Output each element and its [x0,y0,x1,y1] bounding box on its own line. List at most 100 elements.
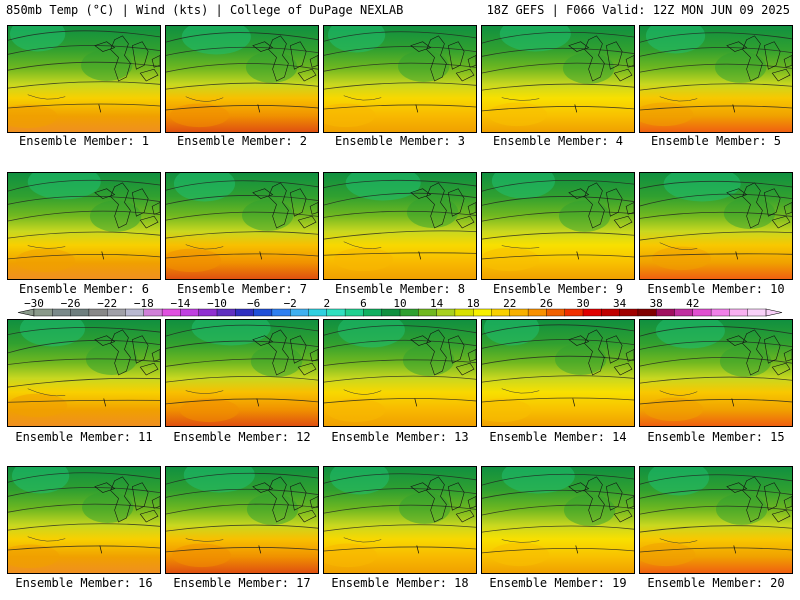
colorbar-swatch [454,308,474,317]
colorbar-tick-label: 6 [360,297,367,310]
ensemble-member-label: Ensemble Member: 6 [18,282,150,296]
ensemble-map-panel [7,25,161,133]
temperature-map [640,320,792,426]
colorbar-tick-label: 14 [430,297,444,310]
ensemble-member-label: Ensemble Member: 15 [647,430,785,444]
colorbar-swatch [198,308,218,317]
ensemble-member-label: Ensemble Member: 19 [489,576,627,590]
ensemble-member-label: Ensemble Member: 8 [334,282,466,296]
colorbar-swatch [88,308,108,317]
colorbar-swatch [326,308,346,317]
colorbar-swatch [692,308,712,317]
temperature-colorbar: −30 −26 −22 −18 −14 −10 −6 −2 2 6 10 14 18 22 26 30 34 38… [17,297,783,317]
colorbar-swatch [235,308,255,317]
colorbar-tick-label: −30 [24,297,44,310]
ensemble-member-label: Ensemble Member: 20 [647,576,785,590]
ensemble-member-label: Ensemble Member: 2 [176,134,308,148]
temperature-map [324,173,476,279]
colorbar-tick-label: 2 [323,297,330,310]
ensemble-member-label: Ensemble Member: 18 [331,576,469,590]
temperature-map [324,467,476,573]
ensemble-map-panel [323,172,477,280]
ensemble-map-panel [639,25,793,133]
colorbar-tick-label: −2 [284,297,297,310]
colorbar-tick-label: 34 [613,297,627,310]
colorbar-swatch [509,308,529,317]
chart-title: 850mb Temp (°C) | Wind (kts) | College o… [6,3,404,17]
ensemble-member-label: Ensemble Member: 14 [489,430,627,444]
temperature-map [482,467,634,573]
temperature-map [166,467,318,573]
colorbar-tick-label: 22 [503,297,516,310]
colorbar-swatch [674,308,694,317]
temperature-map [324,320,476,426]
colorbar-swatch [619,308,639,317]
temperature-map [166,320,318,426]
run-info: 18Z GEFS | F066 Valid: 12Z MON JUN 09 20… [486,3,790,17]
ensemble-map-panel [481,25,635,133]
temperature-map [166,26,318,132]
temperature-map [166,173,318,279]
ensemble-map-panel [481,319,635,427]
ensemble-member-label: Ensemble Member: 16 [15,576,153,590]
colorbar-swatch [308,308,328,317]
colorbar-swatch [344,308,364,317]
colorbar-swatch [143,308,163,317]
ensemble-map-panel [481,466,635,574]
ensemble-member-label: Ensemble Member: 1 [18,134,150,148]
temperature-map [8,320,160,426]
ensemble-member-label: Ensemble Member: 3 [334,134,466,148]
ensemble-map-panel [7,172,161,280]
ensemble-map-panel [481,172,635,280]
colorbar-swatch [106,308,126,317]
colorbar-tick-label: 18 [467,297,480,310]
temperature-map [324,26,476,132]
ensemble-map-panel [639,172,793,280]
colorbar-tick-label: 42 [686,297,699,310]
ensemble-member-label: Ensemble Member: 12 [173,430,311,444]
colorbar-swatch [161,308,181,317]
colorbar-swatch [33,308,53,317]
colorbar-swatch [399,308,419,317]
temperature-map [482,320,634,426]
colorbar-swatch [729,308,749,317]
ensemble-map-panel [323,319,477,427]
ensemble-map-panel [639,319,793,427]
ensemble-map-panel [165,25,319,133]
temperature-map [482,173,634,279]
colorbar-swatch [601,308,621,317]
colorbar-tick-label: −22 [97,297,117,310]
colorbar-left-arrow [17,308,35,317]
colorbar-tick-label: −26 [61,297,81,310]
colorbar-swatch [436,308,456,317]
colorbar-swatch [125,308,145,317]
ensemble-map-panel [323,25,477,133]
colorbar-swatch [656,308,676,317]
colorbar-swatch [52,308,72,317]
colorbar-tick-label: 10 [393,297,406,310]
ensemble-map-panel [165,319,319,427]
ensemble-member-label: Ensemble Member: 11 [15,430,153,444]
colorbar-swatch [418,308,438,317]
colorbar-swatch [546,308,566,317]
ensemble-map-panel [165,466,319,574]
colorbar-swatch [473,308,493,317]
ensemble-member-label: Ensemble Member: 7 [176,282,308,296]
colorbar-swatch [491,308,511,317]
colorbar-swatch [271,308,291,317]
colorbar-swatch [637,308,657,317]
colorbar-swatch [564,308,584,317]
colorbar-tick-label: 38 [650,297,663,310]
ensemble-map-panel [323,466,477,574]
temperature-map [482,26,634,132]
temperature-map [8,26,160,132]
ensemble-member-label: Ensemble Member: 13 [331,430,469,444]
colorbar-swatch [582,308,602,317]
temperature-map [640,26,792,132]
temperature-map [640,467,792,573]
ensemble-member-label: Ensemble Member: 9 [492,282,624,296]
colorbar-tick-label: −14 [170,297,190,310]
temperature-map [8,467,160,573]
colorbar-right-arrow [765,308,783,317]
colorbar-swatch [381,308,401,317]
